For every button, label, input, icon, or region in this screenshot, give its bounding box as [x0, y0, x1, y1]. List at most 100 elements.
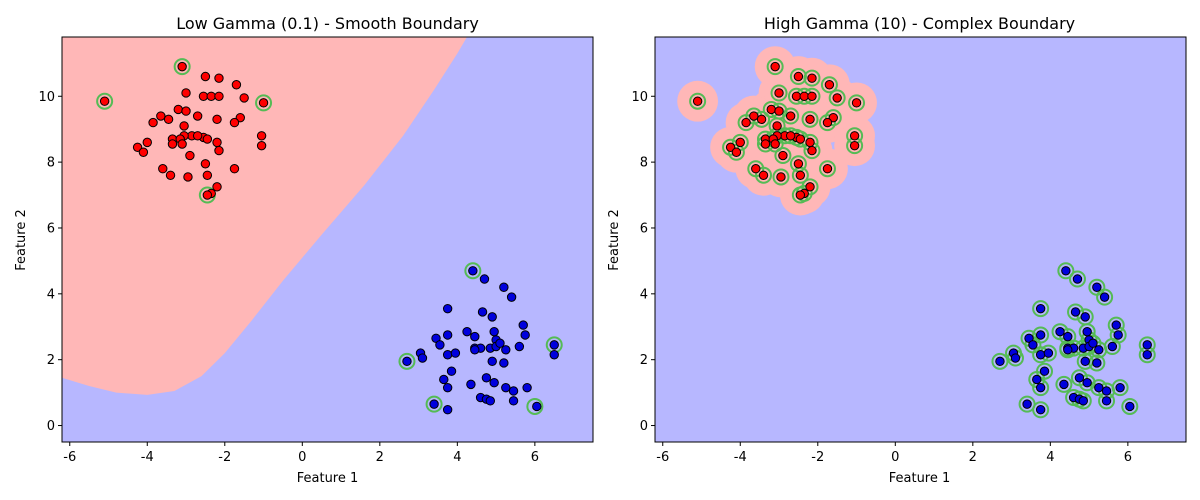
right-axes-frame [654, 36, 1187, 443]
support-vector-ring [96, 92, 114, 110]
class-0-point [185, 150, 195, 161]
class-1-point [1072, 274, 1083, 284]
class-0-point [200, 71, 211, 82]
x-tick-label: 4 [1046, 450, 1054, 465]
right-data-points [692, 61, 1152, 415]
class-1-point [487, 356, 497, 367]
support-vector-ring [255, 94, 273, 112]
class-0-point [770, 61, 780, 72]
class-0-point [851, 98, 862, 108]
class-0-point [179, 121, 189, 131]
class-0-point [229, 117, 240, 128]
class-0-point [142, 137, 152, 148]
class-1-point [1099, 292, 1110, 302]
class-1-point [501, 345, 511, 355]
class-0-point [770, 139, 780, 149]
support-vector-ring [803, 69, 821, 87]
class-1-point [1032, 374, 1042, 385]
class-0-point [181, 106, 191, 116]
right-x-axis-label: Feature 1 [889, 471, 951, 486]
class-0-point [256, 140, 267, 151]
class-0-point [778, 150, 788, 161]
class-1-point [1028, 340, 1038, 350]
class-0-point [198, 91, 209, 101]
class-1-point [1043, 348, 1054, 358]
support-vector-ring [1096, 288, 1114, 306]
y-tick-label: 10 [631, 90, 648, 105]
class-0-point [822, 117, 833, 128]
support-vector-ring [1055, 375, 1073, 393]
class-1-point [501, 382, 511, 393]
right-subplot: High Gamma (10) - Complex Boundary Featu… [607, 14, 1187, 486]
support-vector-ring [818, 160, 836, 178]
class-0-point [167, 139, 178, 149]
class-0-point [756, 114, 767, 125]
x-tick-label: -4 [734, 450, 747, 465]
support-vector-ring [425, 395, 443, 413]
class-0-point [214, 145, 224, 156]
class-1-point [1080, 312, 1090, 322]
x-tick-label: 2 [376, 450, 384, 465]
y-tick-label: 8 [47, 156, 55, 171]
class-0-point [793, 71, 804, 82]
class-0-point [200, 159, 211, 169]
class-1-point [1101, 396, 1112, 406]
class-1-point [995, 356, 1005, 367]
class-0-point [799, 91, 809, 101]
class-1-point [532, 401, 542, 412]
support-vector-ring [755, 166, 773, 184]
class-1-point [1035, 303, 1046, 314]
class-1-point [1035, 382, 1046, 393]
x-tick-label: 2 [969, 450, 977, 465]
class-0-point [192, 131, 203, 141]
class-0-point [774, 106, 784, 116]
class-1-point [481, 373, 492, 383]
class-0-point [751, 164, 761, 174]
support-vector-ring [526, 397, 544, 415]
class-0-point [214, 91, 224, 101]
support-vector-ring [1103, 338, 1121, 356]
left-x-axis-label: Feature 1 [297, 471, 359, 486]
class-1-point [468, 266, 478, 276]
class-0-point [772, 121, 782, 131]
class-1-point [1082, 326, 1092, 337]
support-vector-ring [801, 110, 819, 128]
support-vector-ring [766, 58, 784, 76]
class-0-point [795, 190, 806, 200]
class-1-point [487, 312, 497, 322]
class-1-point [1061, 266, 1071, 276]
class-1-point [1059, 379, 1069, 390]
class-0-point [785, 111, 796, 121]
class-1-point [442, 330, 453, 340]
class-1-point [1101, 386, 1112, 396]
class-0-point [795, 170, 806, 180]
x-tick-label: -6 [63, 450, 76, 465]
y-tick-label: 6 [47, 221, 55, 236]
class-1-point [1125, 401, 1135, 412]
class-0-point [807, 73, 817, 83]
class-1-point [1039, 366, 1050, 376]
class-1-point [518, 320, 528, 330]
left-plot-area [62, 37, 593, 442]
support-vector-ring [789, 68, 807, 86]
support-vector-ring [1032, 401, 1050, 419]
class-0-point [239, 93, 249, 103]
class-0-point [202, 170, 213, 180]
support-vector-ring [1032, 300, 1050, 318]
left-class-0-region [62, 37, 467, 395]
class-0-point [793, 159, 804, 169]
class-0-point [163, 114, 174, 125]
class-0-point [774, 88, 784, 98]
x-tick-label: -4 [141, 450, 154, 465]
class-1-point [1092, 282, 1102, 292]
class-1-point [442, 382, 453, 393]
x-tick-label: 4 [453, 450, 461, 465]
class-1-point [442, 405, 453, 415]
class-1-point [1070, 307, 1081, 317]
support-vector-ring [464, 262, 482, 280]
left-chart-title: Low Gamma (0.1) - Smooth Boundary [176, 14, 479, 33]
support-vector-ring [772, 168, 790, 186]
y-tick-label: 10 [38, 90, 55, 105]
class-1-point [1055, 326, 1065, 337]
